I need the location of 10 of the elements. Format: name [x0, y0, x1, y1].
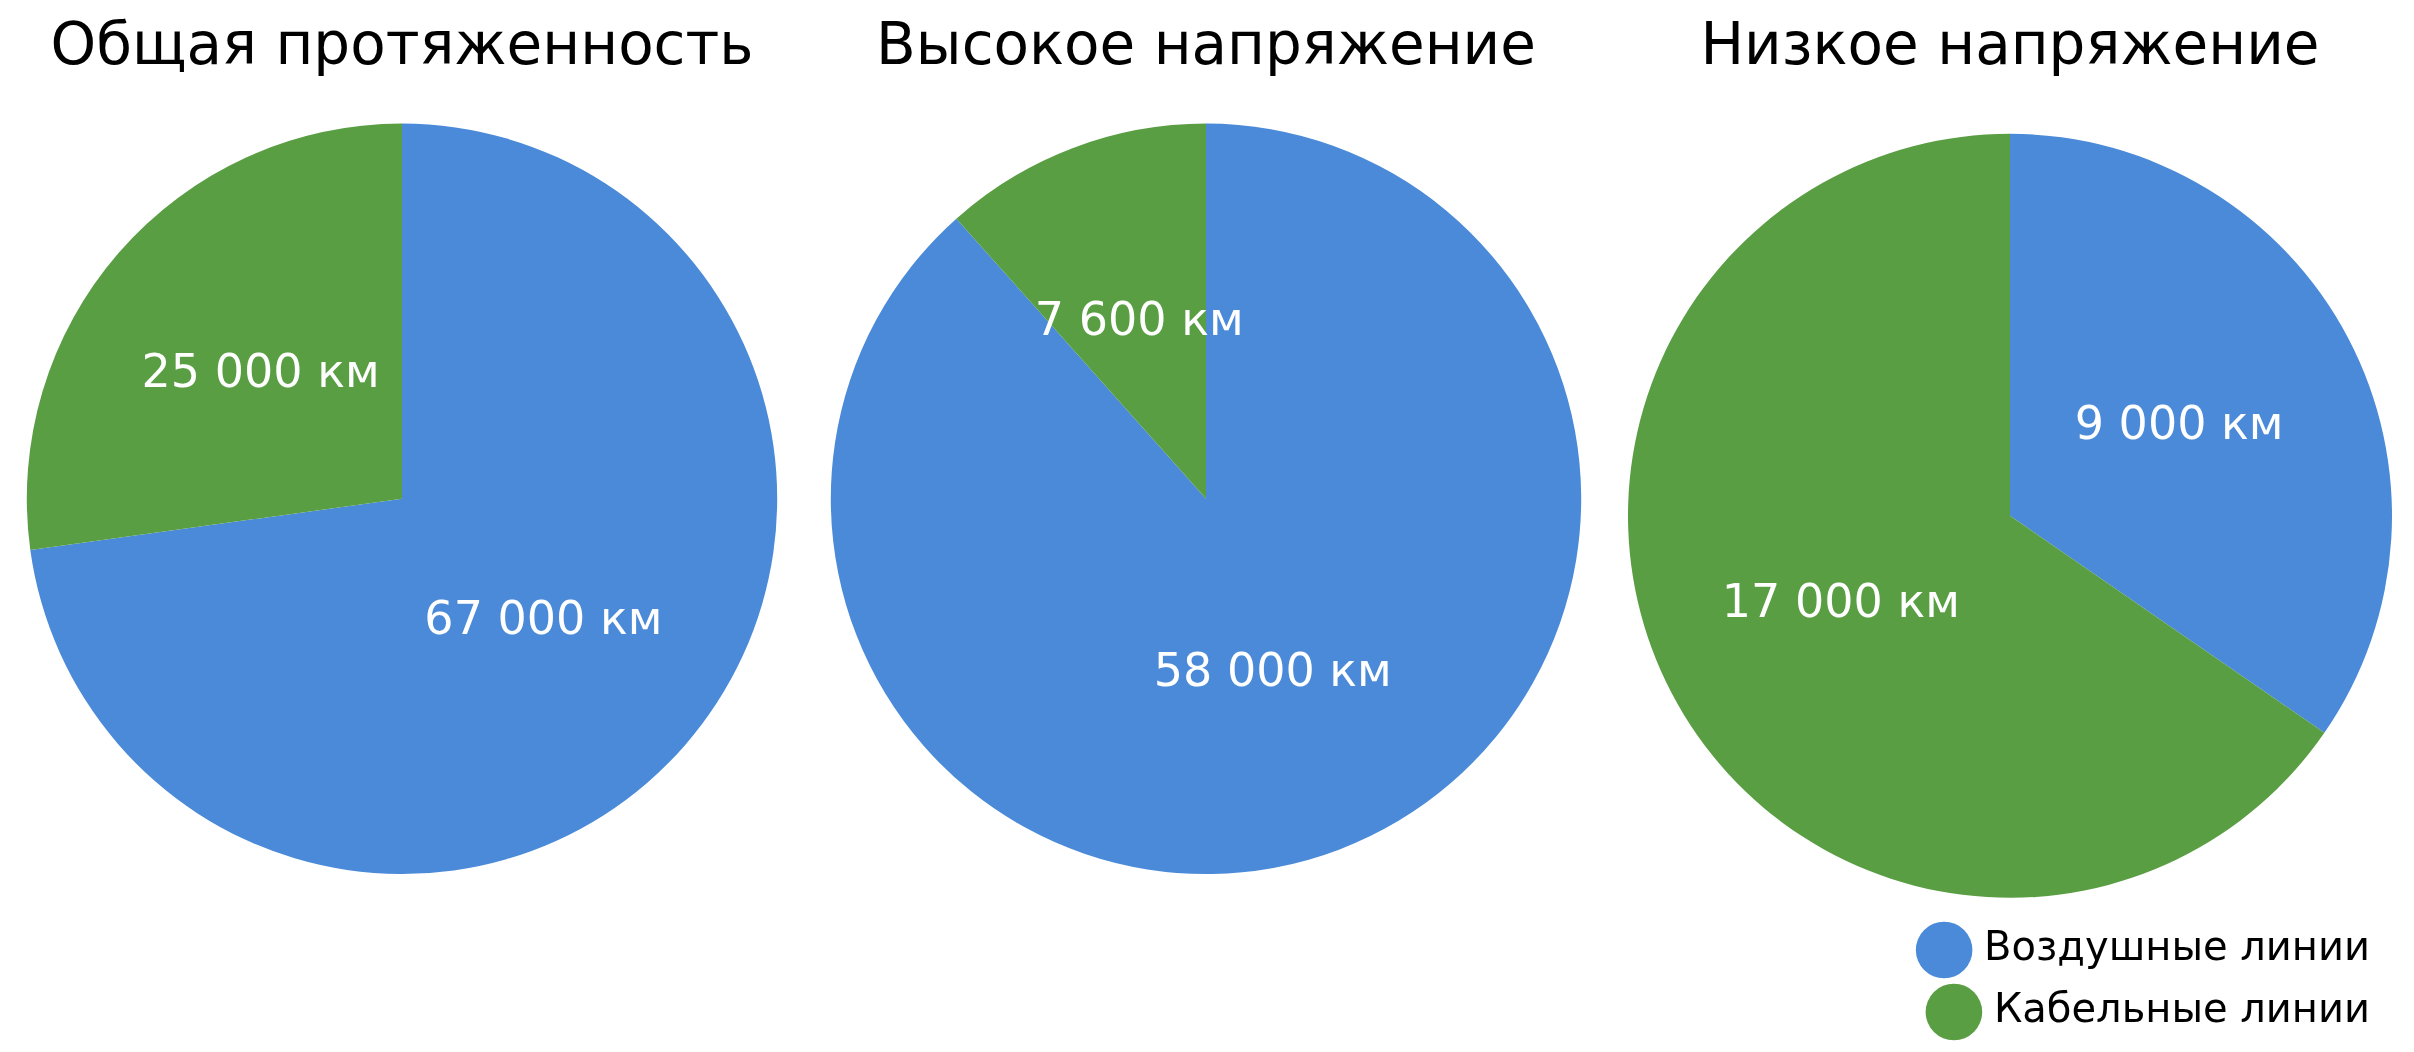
chart-title: Высокое напряжение: [876, 9, 1536, 78]
chart-title: Общая протяженность: [50, 9, 754, 78]
data-label: 58 000 км: [1153, 643, 1392, 698]
chart-title: Низкое напряжение: [1700, 9, 2320, 78]
legend-label: Кабельные линии: [1993, 985, 2370, 1032]
data-label: 67 000 км: [424, 591, 663, 646]
legend-label: Воздушные линии: [1984, 923, 2371, 970]
data-label: 17 000 км: [1721, 573, 1960, 628]
data-label: 9 000 км: [2074, 395, 2284, 450]
data-label: 25 000 км: [141, 344, 380, 399]
